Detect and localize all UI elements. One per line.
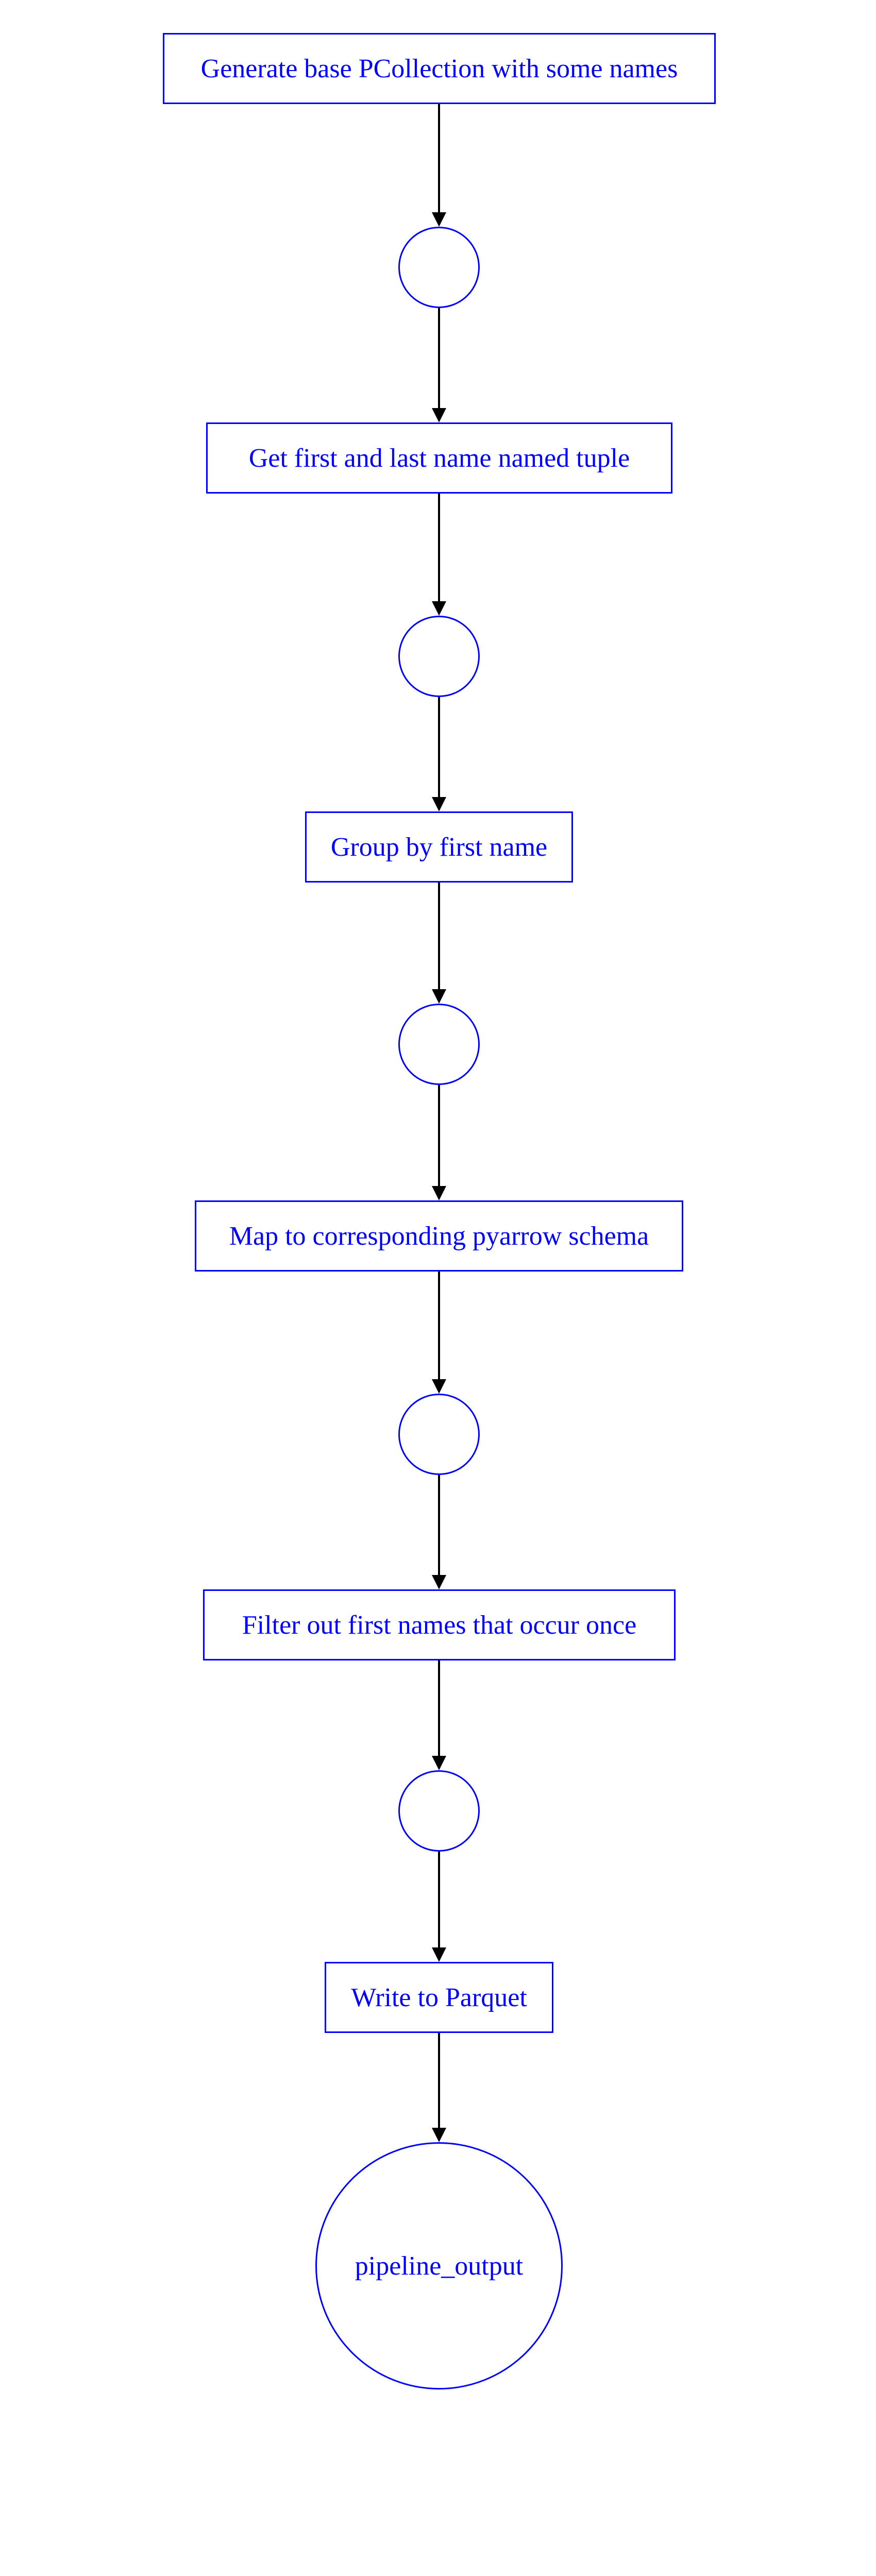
flowchart-rect-node: Generate base PCollection with some name… bbox=[163, 33, 716, 104]
flowchart-circle-node: pipeline_output bbox=[315, 2142, 563, 2389]
node-label: Write to Parquet bbox=[351, 1982, 527, 2013]
edge-line bbox=[438, 1475, 440, 1575]
node-label: Group by first name bbox=[331, 832, 547, 862]
edge-arrowhead bbox=[432, 601, 446, 616]
edge-line bbox=[438, 104, 440, 212]
edge-line bbox=[438, 697, 440, 797]
edge-arrowhead bbox=[432, 797, 446, 811]
flowchart-rect-node: Write to Parquet bbox=[325, 1962, 553, 2033]
edge-arrowhead bbox=[432, 1575, 446, 1589]
edge-line bbox=[438, 1272, 440, 1379]
flowchart-circle-node bbox=[398, 227, 480, 308]
edge-line bbox=[438, 1852, 440, 1947]
edge-line bbox=[438, 883, 440, 989]
node-label: Generate base PCollection with some name… bbox=[201, 54, 678, 84]
edge-arrowhead bbox=[432, 1947, 446, 1962]
edge-arrowhead bbox=[432, 408, 446, 422]
flowchart-circle-node bbox=[398, 1394, 480, 1475]
edge-arrowhead bbox=[432, 1756, 446, 1770]
flowchart-circle-node bbox=[398, 1770, 480, 1852]
edge-line bbox=[438, 1085, 440, 1186]
edge-arrowhead bbox=[432, 1379, 446, 1394]
node-label: Get first and last name named tuple bbox=[249, 443, 630, 473]
node-label: Filter out first names that occur once bbox=[242, 1610, 636, 1640]
edge-arrowhead bbox=[432, 212, 446, 227]
edge-line bbox=[438, 1660, 440, 1756]
node-label: pipeline_output bbox=[355, 2251, 523, 2281]
edge-line bbox=[438, 2033, 440, 2128]
edge-line bbox=[438, 494, 440, 601]
flowchart-rect-node: Filter out first names that occur once bbox=[203, 1589, 676, 1660]
flowchart-circle-node bbox=[398, 1004, 480, 1085]
flowchart-container: Generate base PCollection with some name… bbox=[0, 0, 876, 2576]
edge-arrowhead bbox=[432, 1186, 446, 1200]
node-label: Map to corresponding pyarrow schema bbox=[229, 1221, 649, 1251]
flowchart-rect-node: Group by first name bbox=[305, 811, 573, 883]
edge-arrowhead bbox=[432, 2128, 446, 2142]
flowchart-rect-node: Map to corresponding pyarrow schema bbox=[195, 1200, 683, 1272]
edge-arrowhead bbox=[432, 989, 446, 1004]
flowchart-rect-node: Get first and last name named tuple bbox=[206, 422, 672, 494]
flowchart-circle-node bbox=[398, 616, 480, 697]
edge-line bbox=[438, 308, 440, 408]
